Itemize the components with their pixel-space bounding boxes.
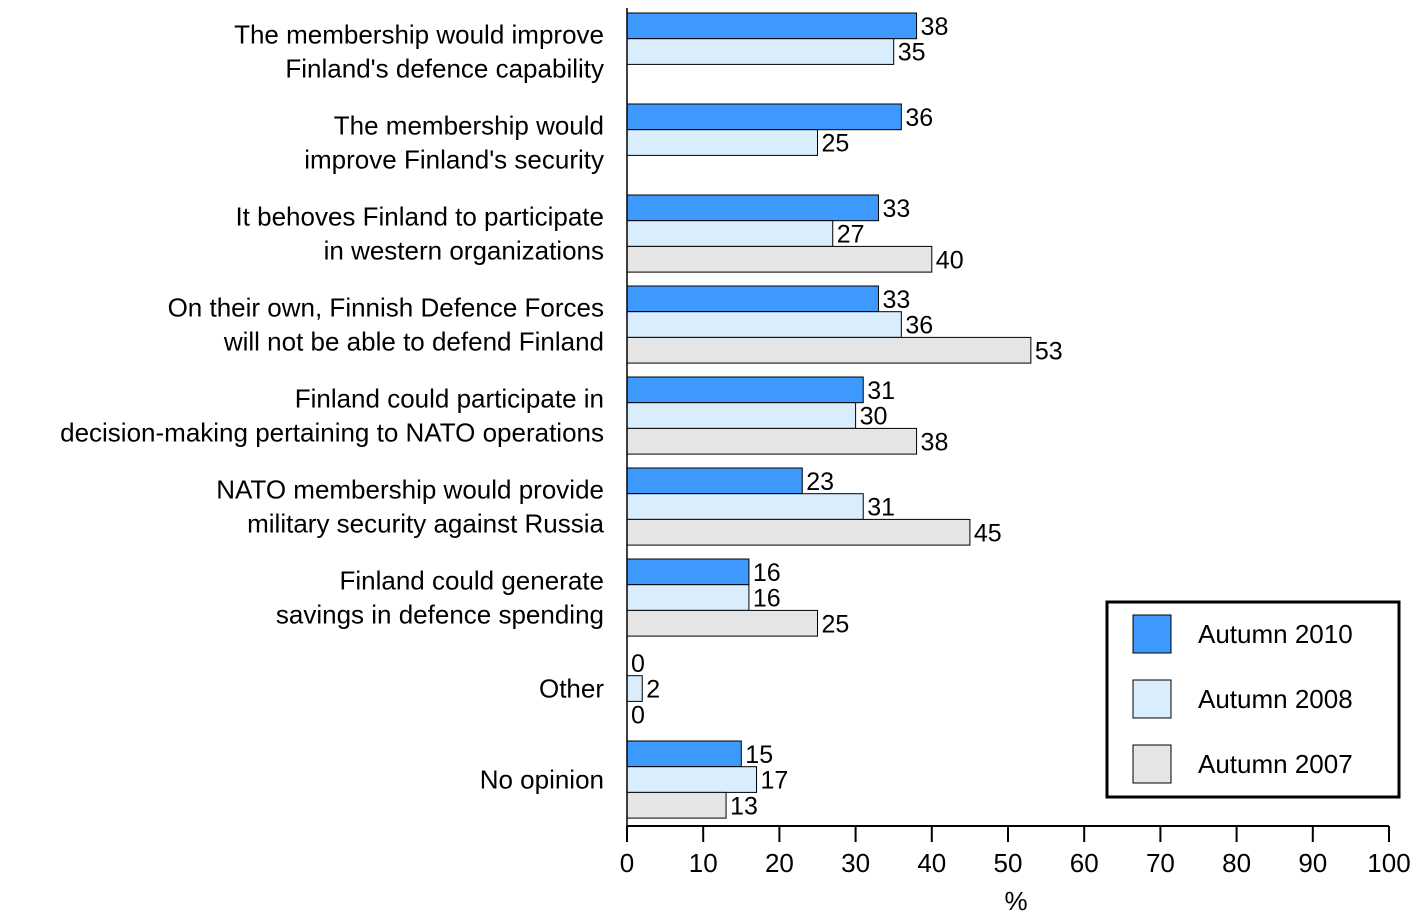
bar [626, 518, 971, 546]
bar [626, 220, 834, 247]
data-label: 33 [882, 286, 910, 314]
data-label: 27 [837, 221, 865, 249]
bar [626, 402, 857, 429]
category-labels: The membership would improve Finland's de… [60, 20, 604, 795]
category-label: will not be able to defend Finland [223, 327, 604, 357]
data-label: 38 [921, 428, 949, 456]
bar [626, 427, 918, 455]
category-label: The membership would improve [234, 20, 604, 50]
bar [626, 376, 864, 404]
category-label: Finland could generate [339, 566, 604, 596]
category-label: On their own, Finnish Defence Forces [168, 293, 604, 323]
bar [626, 740, 742, 768]
data-label: 36 [905, 312, 933, 340]
data-label: 36 [905, 104, 933, 132]
bar [626, 467, 803, 495]
category-label: savings in defence spending [276, 600, 604, 630]
category-label: The membership would [334, 111, 604, 141]
category-label: in western organizations [324, 236, 604, 266]
x-axis: 0 10 20 30 40 50 60 70 80 90 100 [620, 8, 1411, 878]
data-label: 33 [882, 195, 910, 223]
category-label: improve Finland's security [304, 145, 604, 175]
bar [626, 791, 727, 819]
data-label: 31 [867, 494, 895, 522]
x-tick-label: 40 [917, 848, 946, 878]
x-tick-label: 30 [841, 848, 870, 878]
data-label: 16 [753, 585, 781, 613]
category-label: NATO membership would provide [216, 475, 604, 505]
bar [626, 558, 750, 586]
data-label: 30 [860, 403, 888, 431]
x-tick-label: 70 [1146, 848, 1175, 878]
bar [626, 609, 818, 637]
legend-label: Autumn 2008 [1198, 684, 1353, 714]
data-label: 45 [974, 519, 1002, 547]
x-tick-label: 50 [994, 848, 1023, 878]
legend-swatch [1132, 679, 1172, 719]
category-label: Finland could participate in [295, 384, 604, 414]
bar [626, 766, 758, 793]
data-label: 17 [761, 767, 789, 795]
x-tick-label: 60 [1070, 848, 1099, 878]
x-tick-label: 90 [1298, 848, 1327, 878]
category-label: Finland's defence capability [285, 54, 604, 84]
data-label: 25 [822, 130, 850, 158]
legend-label: Autumn 2010 [1198, 619, 1353, 649]
x-tick-label: 100 [1367, 848, 1410, 878]
data-label: 53 [1035, 337, 1063, 365]
x-tick-label: 80 [1222, 848, 1251, 878]
bars-group [626, 12, 1032, 819]
bar [626, 129, 818, 156]
legend-swatch [1132, 614, 1172, 654]
bar [626, 245, 933, 273]
data-label: 2 [646, 676, 660, 704]
data-label: 31 [867, 377, 895, 405]
legend-swatch [1132, 744, 1172, 784]
data-label: 13 [730, 792, 758, 820]
bar [626, 38, 895, 65]
x-tick-label: 10 [689, 848, 718, 878]
bar [626, 584, 750, 611]
data-label: 0 [631, 701, 645, 729]
legend-label: Autumn 2007 [1198, 749, 1353, 779]
data-label: 23 [806, 468, 834, 496]
data-label: 0 [631, 650, 645, 678]
data-label: 25 [822, 610, 850, 638]
data-label: 35 [898, 39, 926, 67]
category-label: It behoves Finland to participate [235, 202, 604, 232]
category-label: No opinion [480, 765, 604, 795]
bar [626, 336, 1032, 364]
bar [626, 493, 864, 520]
data-label: 38 [921, 13, 949, 41]
data-label: 16 [753, 559, 781, 587]
bar [626, 12, 918, 40]
category-label: Other [539, 674, 604, 704]
bar [626, 285, 879, 313]
data-label: 40 [936, 246, 964, 274]
value-labels: 3835362533274033365331303823314516162502… [631, 13, 1063, 820]
legend: Autumn 2010 Autumn 2008 Autumn 2007 [1105, 600, 1401, 799]
bar [626, 194, 879, 222]
bar [626, 103, 902, 131]
category-label: decision-making pertaining to NATO opera… [60, 418, 604, 448]
category-label: military security against Russia [247, 509, 604, 539]
bar [626, 675, 643, 702]
x-tick-label: 20 [765, 848, 794, 878]
x-axis-label: % [1004, 886, 1027, 914]
data-label: 15 [745, 741, 773, 769]
bar [626, 311, 902, 338]
x-tick-label: 0 [620, 848, 634, 878]
